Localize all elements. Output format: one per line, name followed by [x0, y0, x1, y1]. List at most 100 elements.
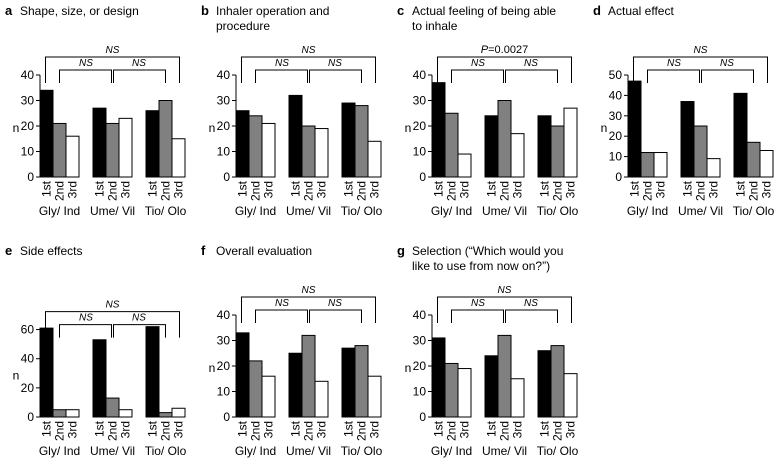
bar-2nd-group-2	[105, 122, 120, 178]
bar-1st-group-3	[537, 115, 552, 178]
panel-title-line: Selection (“Which would you	[412, 244, 563, 258]
bar-3rd-group-1	[653, 152, 668, 178]
sig-bracket-outer	[45, 311, 180, 338]
y-axis-label: n	[13, 121, 20, 135]
rank-label: 3rd	[564, 181, 578, 198]
rank-label: 1st	[342, 180, 356, 197]
rank-label: 1st	[628, 180, 642, 197]
rank-label: 3rd	[368, 181, 382, 198]
sig-bracket-outer	[241, 296, 376, 323]
bar-2nd-group-1	[444, 362, 459, 418]
bar-1st-group-3	[341, 347, 356, 418]
y-tick-label: 20	[413, 359, 427, 373]
y-axis-label: n	[405, 361, 412, 375]
bar-2nd-group-1	[444, 112, 459, 178]
bar-1st-group-2	[92, 107, 107, 178]
group-label: Gly/ Ind	[431, 444, 472, 458]
y-axis-label: n	[209, 121, 216, 135]
panel-letter: a	[5, 3, 13, 18]
sig-label-inner-right: NS	[328, 298, 342, 309]
y-tick-label: 20	[217, 359, 231, 373]
group-label: Ume/ Vil	[90, 444, 135, 458]
group-label: Gly/ Ind	[39, 444, 80, 458]
y-tick-label: 60	[21, 323, 35, 337]
y-tick-label: 40	[217, 308, 231, 322]
group-label: Tio/ Olo	[145, 204, 187, 218]
panel-letter: d	[593, 3, 601, 18]
group-label: Ume/ Vil	[90, 204, 135, 218]
rank-label: 1st	[289, 420, 303, 437]
rank-label: 3rd	[654, 181, 668, 198]
sig-bracket-outer	[241, 56, 376, 83]
rank-label: 3rd	[66, 181, 80, 198]
y-axis-label: n	[405, 121, 412, 135]
rank-label: 2nd	[694, 181, 708, 201]
y-tick-label: 10	[217, 385, 231, 399]
panel-title-line: to inhale	[412, 19, 458, 33]
y-tick-label: 30	[609, 109, 623, 123]
rank-label: 1st	[538, 180, 552, 197]
bar-2nd-group-3	[746, 141, 761, 178]
bar-2nd-group-2	[497, 100, 512, 178]
bar-3rd-group-2	[118, 117, 133, 178]
group-label: Tio/ Olo	[341, 204, 383, 218]
group-label: Tio/ Olo	[145, 444, 187, 458]
rank-label: 3rd	[564, 421, 578, 438]
rank-label: 1st	[40, 180, 54, 197]
sig-label-inner-left: NS	[667, 58, 681, 69]
bar-2nd-group-1	[640, 152, 655, 178]
panel-letter: g	[397, 243, 405, 258]
bar-3rd-group-1	[457, 368, 472, 418]
bar-3rd-group-3	[367, 375, 382, 418]
rank-label: 1st	[93, 180, 107, 197]
rank-label: 1st	[40, 420, 54, 437]
panel-letter: f	[201, 243, 206, 258]
y-tick-label: 0	[615, 170, 622, 184]
sig-bracket-inner-left	[59, 324, 112, 338]
bar-3rd-group-2	[510, 378, 525, 418]
rank-label: 1st	[432, 180, 446, 197]
y-tick-label: 10	[217, 145, 231, 159]
group-label: Tio/ Olo	[341, 444, 383, 458]
bar-1st-group-1	[431, 337, 446, 418]
rank-label: 2nd	[551, 421, 565, 441]
sig-label-outer: NS	[694, 45, 708, 56]
bar-2nd-group-1	[248, 360, 263, 418]
bar-3rd-group-3	[759, 149, 774, 178]
y-axis-label: n	[209, 361, 216, 375]
y-tick-label: 40	[21, 68, 35, 82]
sig-bracket-inner-left	[255, 69, 308, 83]
bar-3rd-group-2	[510, 133, 525, 178]
group-label: Ume/ Vil	[286, 444, 331, 458]
panel-title-line: Actual effect	[608, 4, 674, 18]
rank-label: 2nd	[106, 181, 120, 201]
sig-bracket-inner-right	[113, 324, 166, 338]
rank-label: 3rd	[119, 421, 133, 438]
bar-1st-group-2	[484, 355, 499, 418]
rank-label: 1st	[93, 420, 107, 437]
bar-3rd-group-1	[457, 153, 472, 178]
bar-2nd-group-3	[158, 412, 173, 418]
rank-label: 2nd	[445, 181, 459, 201]
group-label: Gly/ Ind	[235, 204, 276, 218]
sig-label-inner-right: NS	[132, 313, 146, 324]
sig-label-outer: NS	[498, 285, 512, 296]
panel-title-line: Overall evaluation	[216, 244, 312, 258]
bar-2nd-group-1	[52, 409, 67, 418]
rank-label: 1st	[734, 180, 748, 197]
panel-title-line: Actual feeling of being able	[412, 4, 556, 18]
rank-label: 2nd	[53, 181, 67, 201]
sig-bracket-inner-right	[505, 309, 558, 323]
sig-label-outer: NS	[106, 45, 120, 56]
rank-label: 1st	[681, 180, 695, 197]
panel-title-line: Inhaler operation and	[216, 4, 329, 18]
y-tick-label: 10	[413, 385, 427, 399]
y-tick-label: 40	[21, 352, 35, 366]
sig-label-inner-right: NS	[132, 58, 146, 69]
group-label: Ume/ Vil	[286, 204, 331, 218]
y-tick-label: 0	[27, 410, 34, 424]
